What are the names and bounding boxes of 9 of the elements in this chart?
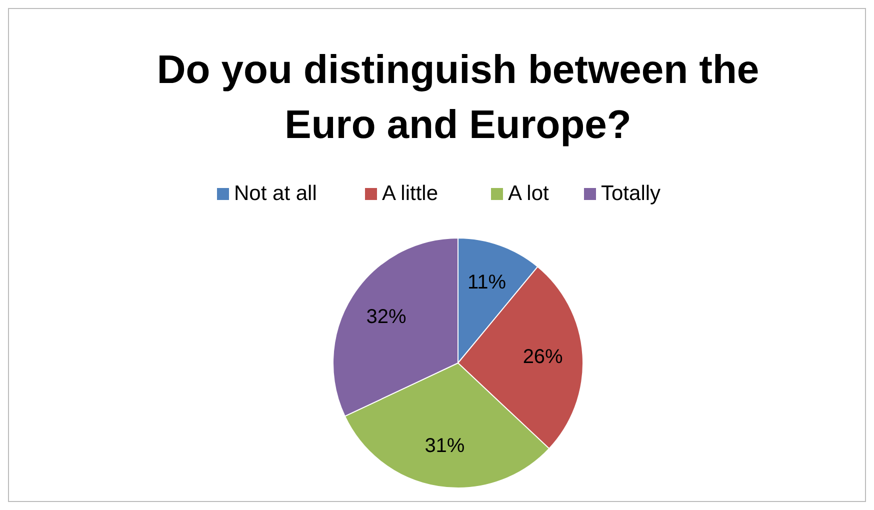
- legend-label: A lot: [508, 182, 550, 205]
- chart-title: Do you distinguish between the Euro and Europe?: [156, 48, 760, 147]
- data-label: 31%: [424, 435, 465, 458]
- data-label: 11%: [468, 271, 506, 294]
- legend-label: A little: [382, 182, 438, 205]
- legend-label: Not at all: [234, 182, 317, 205]
- data-label: 32%: [366, 306, 406, 328]
- data-label: 26%: [522, 346, 564, 368]
- legend-label: Totally: [601, 182, 662, 205]
